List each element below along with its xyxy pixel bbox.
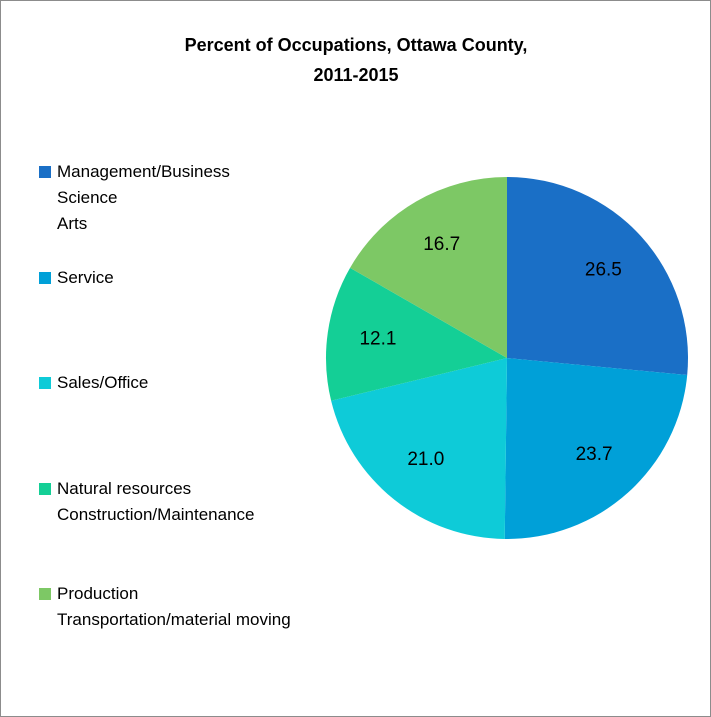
value-label: 12.1 xyxy=(359,329,396,350)
legend-swatch xyxy=(39,271,51,284)
chart-title: Percent of Occupations, Ottawa County, 20… xyxy=(185,35,528,85)
legend-label: Natural resources Construction/Maintenan… xyxy=(57,478,255,524)
value-label: 26.5 xyxy=(585,259,622,280)
pie-slice xyxy=(507,177,688,376)
legend-entry: Sales/Office xyxy=(39,370,148,396)
legend-label: Sales/Office xyxy=(57,373,149,392)
value-label: 16.7 xyxy=(423,234,460,255)
pie-slice xyxy=(326,267,507,401)
legend-entry: Production Transportation/material movin… xyxy=(39,581,291,633)
legend-swatch xyxy=(39,482,51,495)
value-label: 21.0 xyxy=(407,449,444,470)
legend-entry: Management/Business Science Arts xyxy=(39,159,230,237)
pie-slice xyxy=(331,358,507,539)
legend-swatch xyxy=(39,377,51,389)
pie-slice xyxy=(504,358,688,539)
legend-entry: Natural resources Construction/Maintenan… xyxy=(39,476,255,528)
legend-swatch xyxy=(39,588,51,600)
legend-label: Service xyxy=(57,267,114,287)
pie-slice xyxy=(350,177,507,358)
legend-label: Management/Business Science Arts xyxy=(57,162,230,233)
legend-swatch xyxy=(39,166,51,178)
legend-label: Production Transportation/material movin… xyxy=(57,584,291,629)
legend-entry: Service xyxy=(39,265,114,291)
value-label: 23.7 xyxy=(576,444,613,465)
